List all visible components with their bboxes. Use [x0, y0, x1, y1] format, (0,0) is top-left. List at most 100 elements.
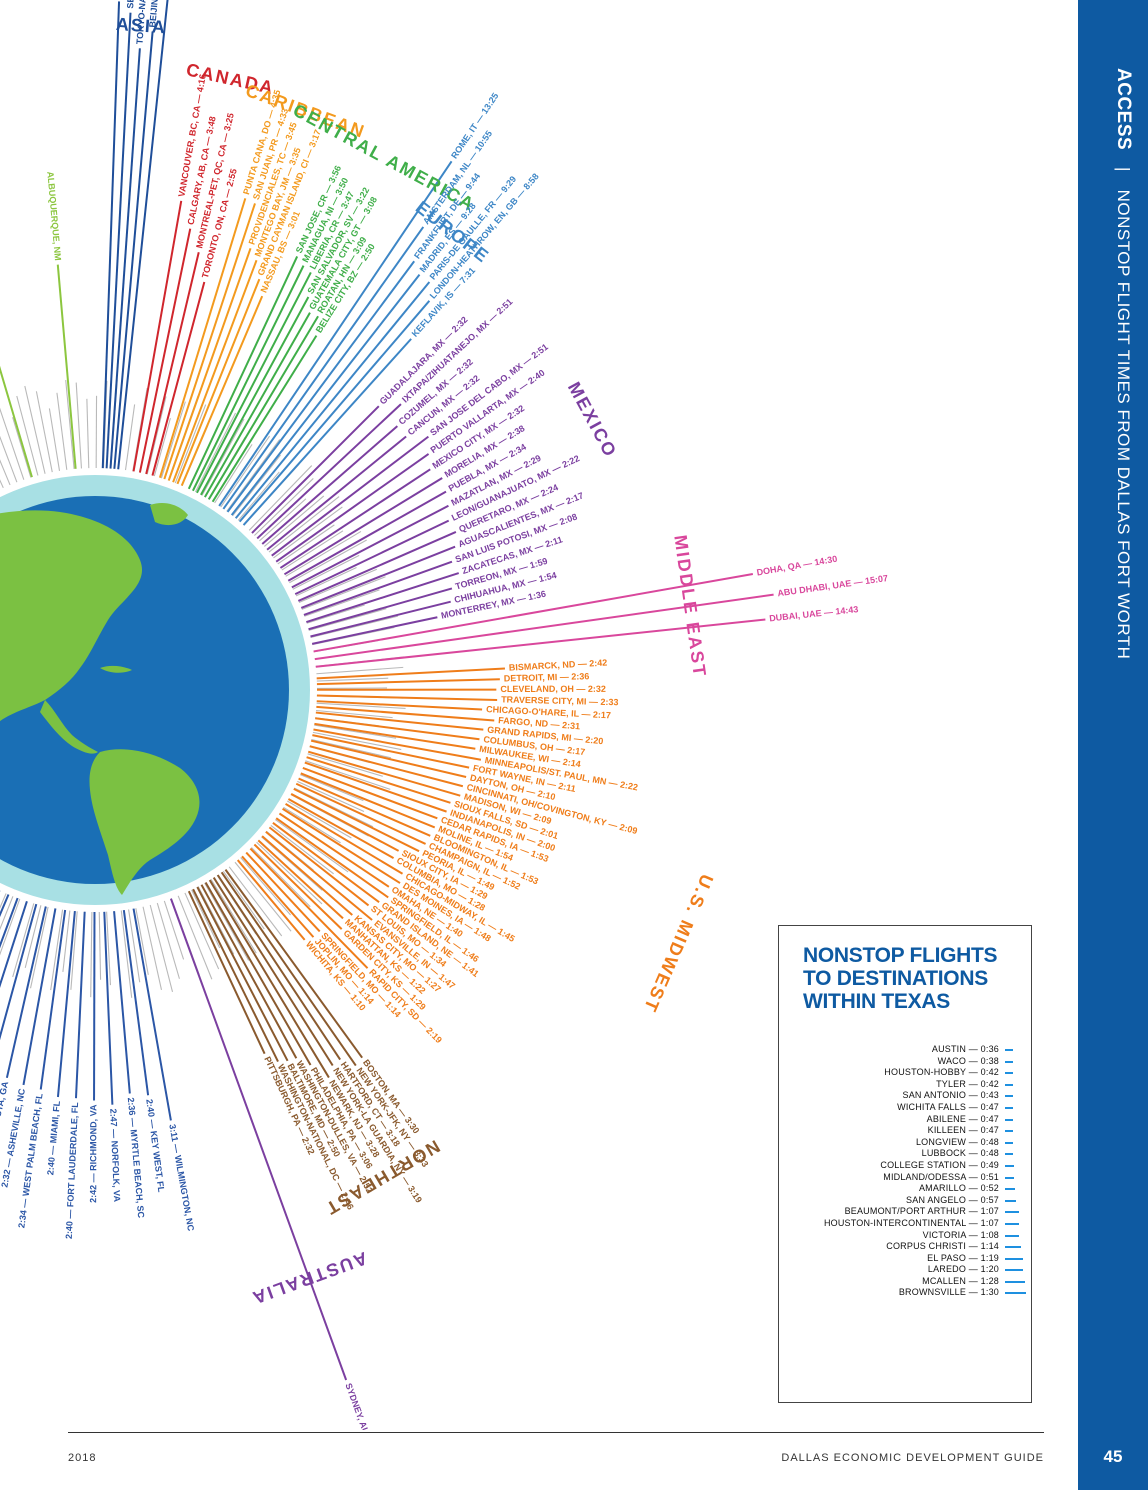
- flight-spoke: [309, 745, 464, 788]
- filler-spoke: [12, 417, 32, 478]
- texas-row-bar: [1005, 1188, 1015, 1191]
- flight-spoke: [132, 200, 183, 472]
- texas-row-bar: [1005, 1234, 1020, 1237]
- flight-spoke: [180, 295, 264, 487]
- flight-spoke: [257, 839, 344, 920]
- flight-spoke: [303, 560, 453, 616]
- texas-row: LUBBOCK — 0:48: [779, 1148, 1033, 1160]
- flight-spoke: [117, 0, 169, 470]
- filler-spoke: [240, 857, 291, 916]
- flight-spoke: [207, 315, 319, 500]
- filler-spoke: [305, 760, 391, 790]
- flight-spoke: [300, 545, 456, 609]
- footer-guide: DALLAS ECONOMIC DEVELOPMENT GUIDE: [781, 1452, 1044, 1464]
- flight-spoke: [105, 12, 132, 469]
- filler-spoke: [283, 806, 341, 844]
- flight-spoke: [241, 855, 315, 938]
- texas-row: ABILENE — 0:47: [779, 1114, 1033, 1126]
- texas-row-label: WACO — 0:38: [937, 1055, 999, 1066]
- texas-row-bar: [1005, 1164, 1014, 1167]
- filler-spoke: [204, 882, 250, 961]
- flight-spoke: [236, 859, 306, 941]
- texas-flights-box: NONSTOP FLIGHTS TO DESTINATIONS WITHIN T…: [778, 925, 1032, 1403]
- flight-spoke: [265, 831, 373, 921]
- flight-spoke: [122, 909, 150, 1096]
- flight-spoke: [222, 226, 425, 510]
- flight-spoke: [271, 435, 429, 557]
- flight-spoke: [300, 772, 436, 829]
- destination-label: 2:40 — MIAMI, FL: [45, 1100, 62, 1176]
- texas-row-label: ABILENE — 0:47: [926, 1113, 999, 1124]
- texas-row: LAREDO — 1:20: [779, 1264, 1033, 1276]
- flight-spoke: [113, 911, 131, 1094]
- filler-spoke: [35, 391, 53, 473]
- filler-spoke: [263, 495, 325, 547]
- texas-row: HOUSTON-INTERCONTINENTAL — 1:07: [779, 1218, 1033, 1230]
- filler-spoke: [90, 911, 93, 998]
- flight-spoke: [315, 711, 484, 731]
- destination-label: SYDNEY, AU — 16:52: [343, 1382, 383, 1430]
- texas-row-label: BEAUMONT/PORT ARTHUR — 1:07: [844, 1206, 999, 1217]
- flight-spoke: [302, 767, 438, 820]
- texas-row: LONGVIEW — 0:48: [779, 1137, 1033, 1149]
- filler-spoke: [297, 780, 365, 812]
- flight-spoke: [22, 908, 57, 1086]
- filler-spoke: [312, 731, 402, 751]
- filler-spoke: [273, 506, 343, 559]
- texas-row-label: COLLEGE STATION — 0:49: [880, 1159, 999, 1170]
- flight-spoke: [204, 312, 311, 498]
- flight-spoke: [0, 897, 19, 949]
- flight-spoke: [256, 403, 402, 540]
- filler-spoke: [289, 539, 367, 584]
- flight-spoke: [145, 251, 200, 475]
- texas-row-bar: [1005, 1141, 1014, 1144]
- flight-spoke: [132, 908, 172, 1121]
- north-america-land: [0, 510, 142, 722]
- texas-row: MIDLAND/ODESSA — 0:51: [779, 1172, 1033, 1184]
- flight-spoke: [251, 405, 380, 534]
- flight-spoke: [307, 750, 461, 797]
- filler-spoke: [0, 893, 7, 909]
- flight-spoke: [306, 572, 460, 624]
- filler-spoke: [75, 382, 82, 469]
- filler-spoke: [24, 385, 46, 474]
- region-title: MEXICO: [564, 379, 621, 461]
- flight-spoke: [151, 281, 206, 476]
- texas-row-bar: [1005, 1060, 1013, 1063]
- flight-spoke: [196, 271, 312, 494]
- filler-spoke: [281, 530, 344, 571]
- flight-spoke: [39, 909, 67, 1090]
- texas-row: WACO — 0:38: [779, 1056, 1033, 1068]
- flight-spoke: [216, 874, 341, 1061]
- flight-spoke: [268, 826, 370, 907]
- filler-spoke: [142, 906, 163, 991]
- filler-spoke: [197, 886, 235, 955]
- filler-spoke: [232, 454, 281, 517]
- texas-row-label: AMARILLO — 0:52: [918, 1183, 999, 1194]
- filler-spoke: [295, 566, 357, 597]
- filler-spoke: [48, 408, 61, 471]
- filler-spoke: [308, 608, 387, 631]
- flight-spoke: [287, 490, 447, 582]
- texas-row: WICHITA FALLS — 0:47: [779, 1102, 1033, 1114]
- flight-spoke: [279, 468, 431, 569]
- flight-spoke: [285, 803, 404, 875]
- destination-label: TRAVERSE CITY, MI — 2:33: [501, 694, 619, 707]
- flight-spoke: [167, 248, 252, 481]
- texas-row: KILLEEN — 0:47: [779, 1125, 1033, 1137]
- flight-spoke: [196, 886, 289, 1062]
- flight-spoke: [212, 877, 334, 1067]
- flight-spoke: [101, 1, 121, 469]
- filler-spoke: [65, 379, 75, 470]
- filler-spoke: [292, 554, 360, 590]
- flight-spoke: [172, 259, 258, 483]
- flight-spoke: [290, 793, 400, 852]
- flight-spoke: [208, 879, 330, 1079]
- texas-row-bar: [1005, 1176, 1015, 1179]
- texas-row-bar: [1005, 1130, 1014, 1133]
- central-america-land: [40, 700, 98, 754]
- flight-spoke: [192, 265, 305, 492]
- texas-row-label: BROWNSVILLE — 1:30: [898, 1287, 999, 1298]
- filler-spoke: [120, 910, 133, 998]
- texas-row-label: HOUSTON-HOBBY — 0:42: [884, 1067, 999, 1078]
